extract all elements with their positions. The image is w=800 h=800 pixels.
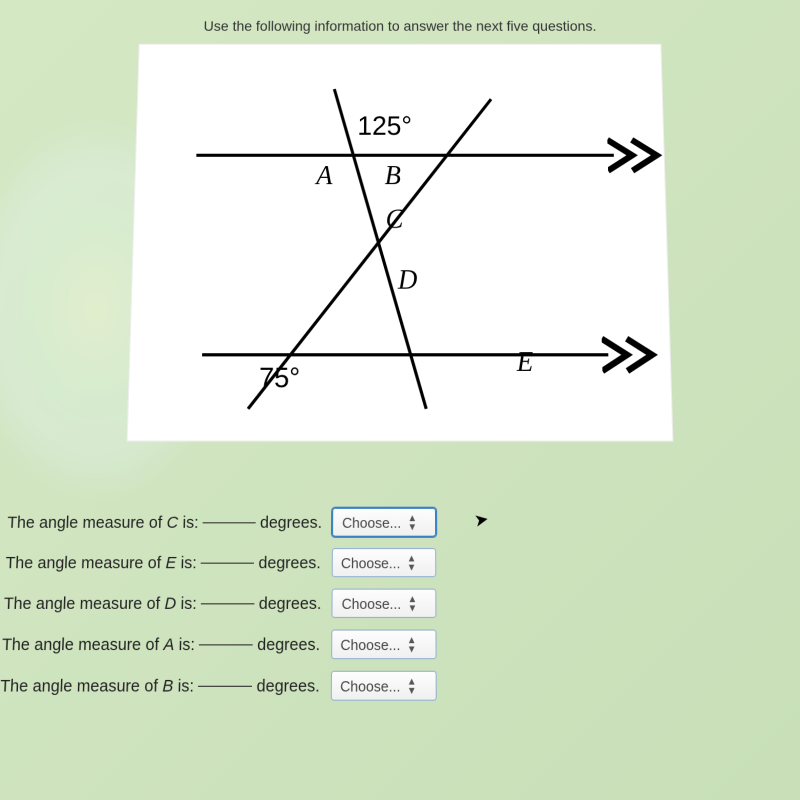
answer-blank xyxy=(201,603,255,604)
question-prompt: The angle measure of E is: xyxy=(5,553,197,572)
point-D-label: D xyxy=(397,264,418,295)
answer-blank xyxy=(199,644,253,645)
answer-select-D[interactable]: Choose... ▲▼ xyxy=(332,589,437,619)
select-arrows-icon: ▲▼ xyxy=(407,635,417,653)
point-B-label: B xyxy=(385,160,401,190)
unit-label: degrees. xyxy=(257,635,320,654)
answer-select-B[interactable]: Choose... ▲▼ xyxy=(330,671,436,701)
prompt-prefix: The angle measure of xyxy=(3,594,164,613)
prompt-var: D xyxy=(164,594,176,613)
select-label: Choose... xyxy=(342,514,401,531)
answer-select-E[interactable]: Choose... ▲▼ xyxy=(331,548,436,577)
select-label: Choose... xyxy=(340,677,400,694)
question-prompt: The angle measure of A is: xyxy=(2,635,195,654)
question-list: The angle measure of C is: degrees. Choo… xyxy=(0,508,800,701)
angle-125-label: 125° xyxy=(357,112,412,141)
point-E-label: E xyxy=(515,346,533,377)
prompt-var: B xyxy=(162,676,173,696)
point-A-label: A xyxy=(314,160,333,190)
answer-blank xyxy=(198,685,252,686)
select-label: Choose... xyxy=(341,554,400,571)
unit-label: degrees. xyxy=(260,513,322,532)
prompt-prefix: The angle measure of xyxy=(0,676,163,696)
prompt-suffix: is: xyxy=(178,513,199,532)
select-arrows-icon: ▲▼ xyxy=(408,594,418,612)
prompt-var: C xyxy=(166,513,178,532)
select-arrows-icon: ▲▼ xyxy=(407,677,417,695)
unit-label: degrees. xyxy=(256,676,319,696)
answer-select-A[interactable]: Choose... ▲▼ xyxy=(331,629,437,659)
question-row-E: The angle measure of E is: degrees. Choo… xyxy=(5,548,800,577)
question-row-C: The angle measure of C is: degrees. Choo… xyxy=(7,508,800,537)
prompt-suffix: is: xyxy=(174,635,195,654)
answer-blank xyxy=(201,562,254,563)
prompt-prefix: The angle measure of xyxy=(5,553,166,572)
question-row-A: The angle measure of A is: degrees. Choo… xyxy=(1,629,800,659)
select-arrows-icon: ▲▼ xyxy=(407,554,417,572)
select-arrows-icon: ▲▼ xyxy=(408,513,417,531)
prompt-prefix: The angle measure of xyxy=(7,513,167,532)
select-label: Choose... xyxy=(342,595,402,612)
prompt-prefix: The angle measure of xyxy=(2,635,164,654)
question-row-D: The angle measure of D is: degrees. Choo… xyxy=(3,589,800,619)
question-prompt: The angle measure of C is: xyxy=(7,513,199,532)
question-prompt: The angle measure of B is: xyxy=(0,676,194,696)
prompt-var: A xyxy=(163,635,174,654)
unit-label: degrees. xyxy=(258,553,320,572)
geometry-diagram: 125° 75° A B C D E xyxy=(127,44,674,442)
prompt-suffix: is: xyxy=(176,553,197,572)
question-row-B: The angle measure of B is: degrees. Choo… xyxy=(0,671,800,701)
unit-label: degrees. xyxy=(259,594,322,613)
diagram-svg: 125° 75° A B C D E xyxy=(127,44,674,442)
prompt-suffix: is: xyxy=(173,676,194,696)
answer-select-C[interactable]: Choose... ▲▼ xyxy=(332,508,436,537)
quiz-page: Use the following information to answer … xyxy=(0,0,800,736)
select-label: Choose... xyxy=(340,636,400,653)
prompt-var: E xyxy=(165,553,176,572)
answer-blank xyxy=(203,522,256,523)
question-prompt: The angle measure of D is: xyxy=(3,594,196,613)
instruction-text: Use the following information to answer … xyxy=(18,10,782,44)
point-C-label: C xyxy=(386,204,405,234)
prompt-suffix: is: xyxy=(176,594,197,613)
angle-75-label: 75° xyxy=(259,363,300,393)
